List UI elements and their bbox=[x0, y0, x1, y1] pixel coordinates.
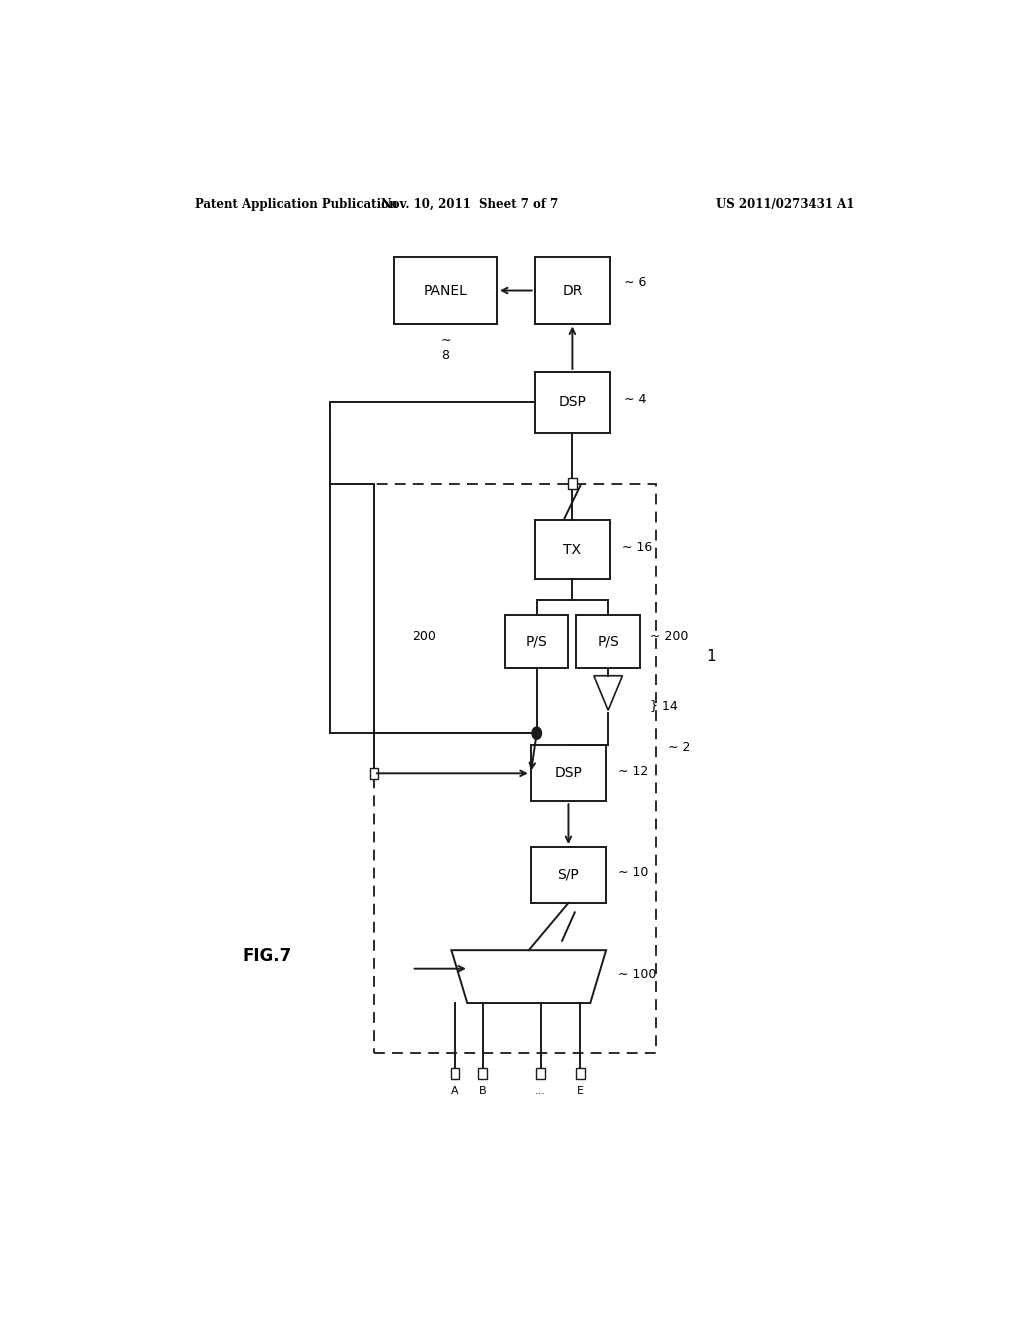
Text: S/P: S/P bbox=[558, 869, 580, 882]
Text: } 14: } 14 bbox=[650, 698, 678, 711]
Polygon shape bbox=[594, 676, 623, 710]
Text: TX: TX bbox=[563, 543, 582, 557]
Bar bbox=[394, 257, 497, 323]
Bar bbox=[374, 483, 655, 1053]
Bar bbox=[537, 1068, 545, 1078]
Text: P/S: P/S bbox=[597, 634, 618, 648]
Text: ∼
8: ∼ 8 bbox=[440, 334, 451, 362]
Bar bbox=[370, 768, 379, 779]
Text: A: A bbox=[452, 1086, 459, 1097]
Bar bbox=[577, 615, 640, 668]
Text: ...: ... bbox=[536, 1086, 546, 1097]
Text: 200: 200 bbox=[412, 630, 436, 643]
Text: ∼ 100: ∼ 100 bbox=[618, 968, 656, 981]
Text: ∼ 12: ∼ 12 bbox=[618, 764, 648, 777]
Polygon shape bbox=[452, 950, 606, 1003]
Bar bbox=[535, 372, 610, 433]
Bar bbox=[530, 746, 606, 801]
Bar bbox=[478, 1068, 487, 1078]
Text: PANEL: PANEL bbox=[424, 284, 467, 297]
Text: US 2011/0273431 A1: US 2011/0273431 A1 bbox=[716, 198, 854, 211]
Text: DR: DR bbox=[562, 284, 583, 297]
Text: ∼ 4: ∼ 4 bbox=[624, 393, 646, 405]
Text: ∼ 10: ∼ 10 bbox=[618, 866, 649, 879]
Text: P/S: P/S bbox=[526, 634, 548, 648]
Bar bbox=[530, 847, 606, 903]
Text: ∼ 16: ∼ 16 bbox=[623, 541, 652, 554]
Bar bbox=[535, 257, 610, 323]
Bar bbox=[505, 615, 568, 668]
Text: ∼ 2: ∼ 2 bbox=[668, 742, 690, 755]
Bar bbox=[575, 1068, 585, 1078]
Text: FIG.7: FIG.7 bbox=[243, 948, 292, 965]
Text: Patent Application Publication: Patent Application Publication bbox=[196, 198, 398, 211]
Text: Nov. 10, 2011  Sheet 7 of 7: Nov. 10, 2011 Sheet 7 of 7 bbox=[381, 198, 558, 211]
Circle shape bbox=[531, 727, 542, 739]
Bar bbox=[535, 520, 610, 579]
Text: ∼ 6: ∼ 6 bbox=[624, 276, 646, 289]
Text: 1: 1 bbox=[707, 649, 716, 664]
Text: ∼ 200: ∼ 200 bbox=[650, 630, 688, 643]
Bar bbox=[451, 1068, 460, 1078]
Text: B: B bbox=[479, 1086, 486, 1097]
Text: DSP: DSP bbox=[555, 767, 583, 780]
Bar bbox=[568, 478, 577, 490]
Text: DSP: DSP bbox=[558, 395, 587, 409]
Text: E: E bbox=[577, 1086, 584, 1097]
